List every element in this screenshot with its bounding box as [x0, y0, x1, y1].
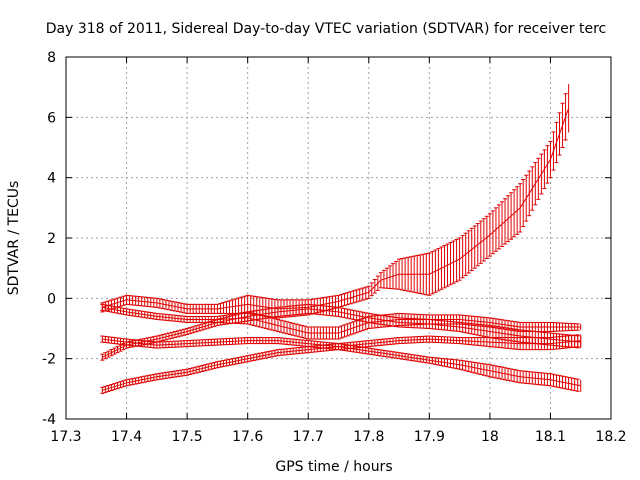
- chart-title: Day 318 of 2011, Sidereal Day-to-day VTE…: [46, 21, 606, 37]
- y-axis-label: SDTVAR / TECUs: [6, 181, 22, 296]
- x-axis-label: GPS time / hours: [275, 459, 392, 475]
- y-axis-ticks: -4 -2 0 2 4 6 8: [42, 50, 611, 428]
- y-tick-label: 0: [47, 291, 56, 307]
- series-5: [100, 343, 582, 394]
- x-tick-label: 18.1: [535, 429, 566, 445]
- grid: [66, 57, 611, 419]
- y-tick-label: 2: [47, 231, 56, 247]
- x-tick-label: 17.4: [111, 429, 142, 445]
- x-tick-label: 17.5: [172, 429, 203, 445]
- x-tick-label: 17.6: [232, 429, 263, 445]
- x-tick-label: 17.7: [293, 429, 324, 445]
- series-4: [100, 334, 582, 351]
- x-tick-label: 17.8: [353, 429, 384, 445]
- y-tick-label: -2: [42, 352, 56, 368]
- series-1: [100, 84, 570, 319]
- x-axis-ticks: 17.3 17.4 17.5 17.6 17.7 17.8 17.9 18 18.1 18.2: [50, 57, 627, 445]
- y-tick-label: 6: [47, 110, 56, 126]
- y-tick-label: 4: [47, 171, 56, 187]
- y-tick-label: 8: [47, 50, 56, 66]
- data-series: [100, 84, 582, 394]
- x-tick-label: 17.3: [50, 429, 81, 445]
- y-tick-label: -4: [42, 412, 56, 428]
- x-tick-label: 18: [481, 429, 499, 445]
- x-tick-label: 17.9: [414, 429, 445, 445]
- x-tick-label: 18.2: [595, 429, 626, 445]
